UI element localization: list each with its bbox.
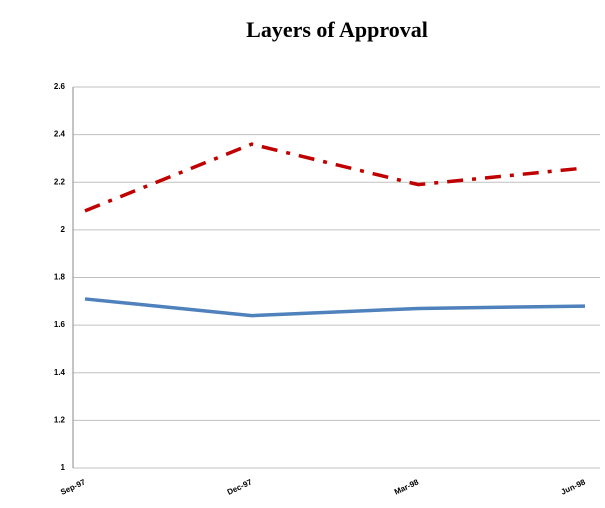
x-tick-label: Mar-98 [393, 477, 421, 496]
y-tick-label: 2.6 [54, 82, 66, 91]
data-line [84, 297, 586, 318]
chart-title: Layers of Approval [246, 17, 428, 42]
x-tick-label: Sep-97 [59, 477, 87, 496]
data-line [84, 142, 586, 213]
y-tick-label: 1.2 [54, 415, 66, 424]
y-tick-label: 1.8 [54, 273, 66, 282]
y-tick-label: 2.4 [54, 130, 66, 139]
y-tick-label: 1.4 [54, 368, 66, 377]
y-tick-label: 1 [61, 463, 66, 472]
x-tick-label: Dec-97 [226, 477, 254, 496]
y-tick-label: 1.6 [54, 320, 66, 329]
x-tick-label: Jun-98 [560, 477, 588, 496]
y-tick-label: 2.2 [54, 177, 66, 186]
y-tick-label: 2 [61, 225, 66, 234]
